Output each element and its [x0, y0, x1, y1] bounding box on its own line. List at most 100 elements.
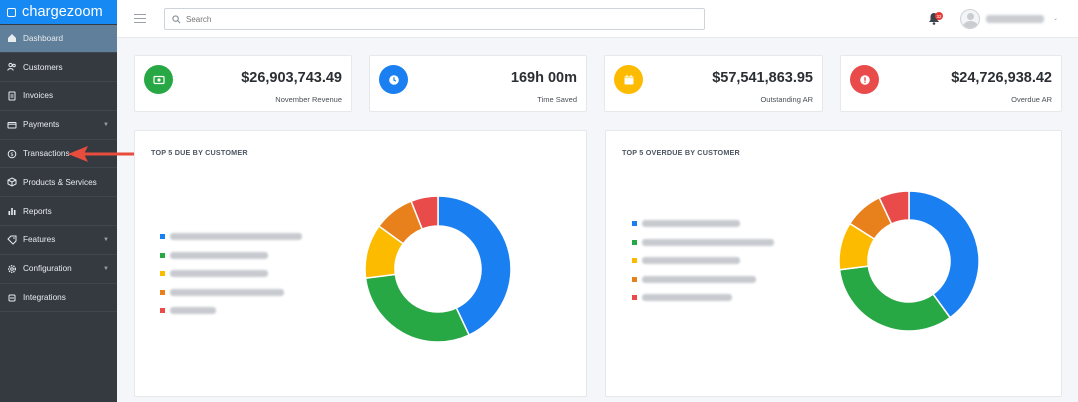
sidebar-item-customers[interactable]: Customers [0, 53, 117, 83]
sidebar-item-dashboard[interactable]: Dashboard [0, 24, 117, 54]
donut-slice-second[interactable] [838, 265, 952, 332]
sidebar-item-label: Customers [23, 62, 63, 72]
legend-item-fourth[interactable] [160, 288, 284, 296]
legend-item-fourth[interactable] [632, 275, 756, 283]
legend-item-third[interactable] [160, 270, 268, 277]
panel-title: TOP 5 OVERDUE BY CUSTOMER [622, 148, 740, 157]
stat-value: $57,541,863.95 [712, 70, 813, 86]
legend-swatch [632, 239, 637, 245]
calendar-badge [614, 65, 643, 94]
dollar-circle-icon: $ [7, 149, 17, 158]
arrow-head-icon [68, 146, 88, 162]
legend-item-first[interactable] [160, 233, 302, 240]
legend-label-redacted [642, 257, 740, 264]
sidebar-item-label: Invoices [23, 91, 54, 101]
legend-swatch [160, 252, 165, 258]
sidebar-item-label: Payments [23, 120, 60, 130]
sidebar-item-invoices[interactable]: Invoices [0, 82, 117, 111]
stat-value: $24,726,938.42 [951, 70, 1052, 86]
legend-swatch [160, 234, 165, 239]
topbar: 32 ⌄ [117, 0, 1078, 38]
search-input[interactable] [186, 14, 686, 24]
legend-swatch [160, 271, 165, 276]
notification-badge: 32 [935, 12, 943, 20]
sidebar-item-payments[interactable]: Payments ▼ [0, 111, 117, 140]
sidebar-item-label: Products & Services [23, 177, 97, 187]
sidebar-item-label: Features [23, 235, 56, 245]
legend-label-redacted [170, 251, 268, 259]
donut-slice-first[interactable] [437, 195, 512, 337]
sidebar-item-integrations[interactable]: Integrations [0, 284, 117, 313]
stat-value: 169h 00m [510, 70, 577, 86]
user-name-redacted[interactable] [986, 15, 1044, 23]
sidebar-item-label: Reports [23, 206, 52, 216]
clock-icon [388, 74, 399, 85]
donut-chart [364, 195, 512, 343]
legend-item-first[interactable] [632, 220, 740, 227]
legend-item-second[interactable] [632, 238, 774, 246]
legend-item-fifth[interactable] [160, 307, 216, 314]
gear-icon [8, 264, 16, 273]
donut-chart [838, 190, 980, 332]
legend-item-third[interactable] [632, 257, 740, 264]
plug-icon [8, 294, 16, 302]
sidebar-item-label: Integrations [23, 293, 66, 303]
donut-slice-fifth[interactable] [878, 190, 910, 225]
legend-label-redacted [642, 294, 732, 301]
legend-label-redacted [642, 220, 740, 227]
legend-swatch [632, 295, 637, 300]
alert-badge [850, 65, 879, 94]
stat-label: Overdue AR [1011, 95, 1052, 104]
sidebar-item-configuration[interactable]: Configuration ▼ [0, 255, 117, 284]
legend-item-second[interactable] [160, 251, 268, 259]
chevron-down-icon[interactable]: ⌄ [1053, 16, 1059, 22]
chevron-down-icon: ▼ [103, 236, 109, 243]
legend-swatch [160, 308, 165, 313]
chevron-down-icon: ▼ [103, 265, 109, 272]
chevron-down-icon: ▼ [103, 121, 109, 128]
sidebar-item-features[interactable]: Features ▼ [0, 226, 117, 255]
stat-card-time-saved[interactable]: 169h 00m Time Saved [369, 55, 587, 112]
chart-panel-top-5-due-by-customer: TOP 5 DUE BY CUSTOMER [134, 130, 587, 397]
stat-card-outstanding-ar[interactable]: $57,541,863.95 Outstanding AR [604, 55, 823, 112]
cash-badge [144, 65, 173, 94]
legend-label-redacted [642, 238, 774, 246]
legend-label-redacted [170, 233, 302, 240]
avatar[interactable] [960, 9, 980, 29]
search-icon [172, 14, 181, 23]
alert-icon [859, 74, 870, 85]
box-icon [7, 177, 17, 187]
users-icon [7, 63, 16, 71]
brand-name: chargezoom [22, 4, 103, 20]
legend-label-redacted [170, 288, 284, 296]
stat-card-november-revenue[interactable]: $26,903,743.49 November Revenue [134, 55, 352, 112]
legend-swatch [632, 276, 637, 282]
search-box[interactable] [164, 8, 705, 30]
chart-panel-top-5-overdue-by-customer: TOP 5 OVERDUE BY CUSTOMER [605, 130, 1062, 397]
legend-item-fifth[interactable] [632, 294, 732, 301]
invoice-icon [8, 91, 16, 101]
sidebar: chargezoom Dashboard Customers Invoices Pay… [0, 0, 117, 402]
donut-slice-first[interactable] [908, 190, 980, 319]
brand-logo[interactable]: chargezoom [0, 0, 117, 24]
legend-swatch [160, 289, 165, 295]
legend-label-redacted [642, 275, 756, 283]
stat-label: Time Saved [537, 95, 577, 104]
stat-label: November Revenue [275, 95, 342, 104]
donut-slice-second[interactable] [364, 273, 471, 343]
legend-swatch [632, 258, 637, 263]
sidebar-item-transactions[interactable]: $ Transactions [0, 140, 117, 169]
calendar-icon [624, 74, 633, 84]
annotation-arrow [68, 146, 140, 162]
donut-slice-fifth[interactable] [410, 195, 439, 230]
menu-toggle-icon[interactable] [134, 14, 146, 23]
svg-text:$: $ [10, 151, 13, 157]
sidebar-item-label: Configuration [23, 264, 72, 274]
sidebar-item-products-services[interactable]: Products & Services [0, 169, 117, 198]
stat-card-overdue-ar[interactable]: $24,726,938.42 Overdue AR [840, 55, 1062, 112]
logo-mark-icon [7, 7, 16, 17]
sidebar-item-reports[interactable]: Reports [0, 197, 117, 227]
stat-label: Outstanding AR [760, 95, 813, 104]
panel-title: TOP 5 DUE BY CUSTOMER [151, 148, 248, 157]
bar-chart-icon [8, 208, 16, 216]
